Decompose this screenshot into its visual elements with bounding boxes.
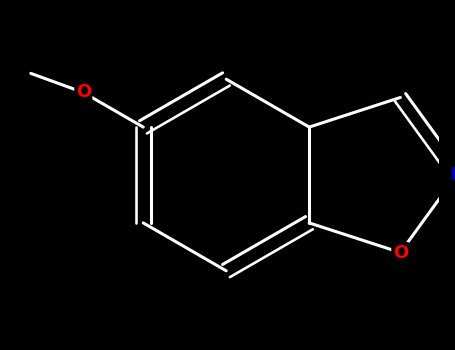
Text: O: O bbox=[393, 244, 408, 261]
Text: N: N bbox=[449, 166, 455, 184]
Text: O: O bbox=[76, 84, 91, 101]
